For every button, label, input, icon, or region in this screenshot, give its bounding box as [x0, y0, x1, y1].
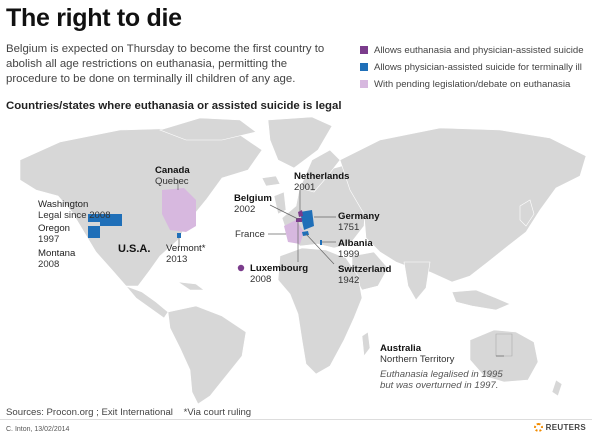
brand-text: REUTERS [545, 423, 586, 432]
southeast-asia-islands [451, 289, 511, 311]
caribbean [177, 281, 205, 291]
legend-item-assisted-suicide: Allows physician-assisted suicide for te… [360, 62, 582, 73]
legend-item-pending: With pending legislation/debate on eutha… [360, 79, 570, 90]
asia [339, 127, 587, 283]
luxembourg-year: 2008 [250, 274, 272, 285]
montana-name: Montana [38, 248, 76, 259]
oregon-name: Oregon [38, 223, 70, 234]
greenland [267, 116, 333, 169]
canada-sub: Quebec [155, 176, 189, 187]
washington-name: Washington [38, 199, 89, 210]
australia-name: Australia [380, 343, 422, 354]
france-name: France [235, 229, 265, 240]
belgium-year: 2002 [234, 204, 256, 215]
label-usa: U.S.A. [118, 244, 150, 255]
montana-year: 2008 [38, 259, 60, 270]
germany-name: Germany [338, 211, 380, 222]
legend-swatch-pink [360, 80, 368, 88]
sources: Sources: Procon.org ; Exit International… [6, 407, 251, 418]
arctic-islands [159, 117, 257, 141]
oregon-year: 1997 [38, 234, 60, 245]
belgium-name: Belgium [234, 193, 272, 204]
oregon-state [88, 226, 100, 238]
leader-belgium [269, 204, 299, 220]
label-canada: Canada Quebec [155, 165, 190, 187]
australia-note-2: but was overturned in 1997. [380, 380, 499, 391]
subtitle: Belgium is expected on Thursday to becom… [6, 43, 325, 85]
page-title: The right to die [6, 4, 182, 32]
netherlands-name: Netherlands [294, 171, 350, 182]
washington-note: Legal since 2008 [38, 210, 111, 221]
luxembourg-marker [237, 264, 245, 272]
label-belgium: Belgium 2002 [234, 193, 272, 215]
madagascar [361, 331, 371, 357]
australia-sub: Northern Territory [380, 354, 455, 365]
legend-label: Allows physician-assisted suicide for te… [374, 62, 582, 73]
australia-note-1: Euthanasia legalised in 1995 [380, 369, 503, 380]
footer-divider [0, 419, 592, 420]
label-netherlands: Netherlands 2001 [294, 171, 349, 193]
netherlands-year: 2001 [294, 182, 316, 193]
world-map [19, 116, 587, 405]
africa [277, 247, 363, 375]
section-heading: Countries/states where euthanasia or ass… [6, 100, 342, 112]
vermont-year: 2013 [166, 254, 188, 265]
legend-label: With pending legislation/debate on eutha… [374, 79, 571, 90]
washington-state [88, 214, 100, 222]
albania-year: 1999 [338, 249, 360, 260]
albania-name: Albania [338, 238, 373, 249]
new-zealand [551, 379, 563, 397]
leader-switzerland [305, 233, 335, 265]
japan [519, 199, 535, 227]
label-germany: Germany 1751 [338, 211, 380, 233]
label-albania: Albania 1999 [338, 238, 373, 260]
credit: C. Inton, 13/02/2014 [6, 426, 70, 433]
legend-swatch-purple [360, 46, 368, 54]
reuters-dot-icon [533, 423, 543, 432]
northern-territory [495, 333, 513, 357]
legend-swatch-blue [360, 63, 368, 71]
label-vermont: Vermont* 2013 [166, 243, 205, 265]
albania-country [320, 240, 322, 245]
germany-country [300, 210, 314, 230]
vermont-name: Vermont* [166, 243, 206, 254]
india [403, 261, 431, 301]
montana-state [100, 214, 122, 226]
footnote: *Via court ruling [183, 407, 252, 418]
luxembourg-name: Luxembourg [250, 263, 309, 274]
label-luxembourg: Luxembourg 2008 [250, 263, 308, 285]
label-montana: Montana 2008 [38, 248, 75, 270]
netherlands-country [298, 210, 303, 217]
vermont-state [177, 233, 181, 238]
label-switzerland: Switzerland 1942 [338, 264, 391, 286]
switzerland-country [302, 231, 309, 236]
label-oregon: Oregon 1997 [38, 223, 70, 245]
south-america [167, 305, 247, 405]
label-france: France [235, 229, 265, 240]
switzerland-year: 1942 [338, 275, 360, 286]
france-region [284, 220, 304, 244]
label-washington: Washington Legal since 2008 [38, 199, 111, 221]
label-australia: Australia Northern Territory Euthanasia … [380, 343, 503, 391]
sources-text: Sources: Procon.org ; Exit International [6, 407, 173, 418]
iceland [261, 175, 281, 187]
canada-name: Canada [155, 165, 190, 176]
legend-item-euthanasia: Allows euthanasia and physician-assisted… [360, 45, 584, 56]
legend-label: Allows euthanasia and physician-assisted… [374, 45, 584, 56]
germany-year: 1751 [338, 222, 360, 233]
reuters-logo: REUTERS [533, 423, 586, 432]
quebec-region [162, 188, 196, 232]
uk [273, 191, 287, 215]
central-america [125, 285, 169, 319]
switzerland-name: Switzerland [338, 264, 392, 275]
usa-name: U.S.A. [118, 243, 151, 255]
